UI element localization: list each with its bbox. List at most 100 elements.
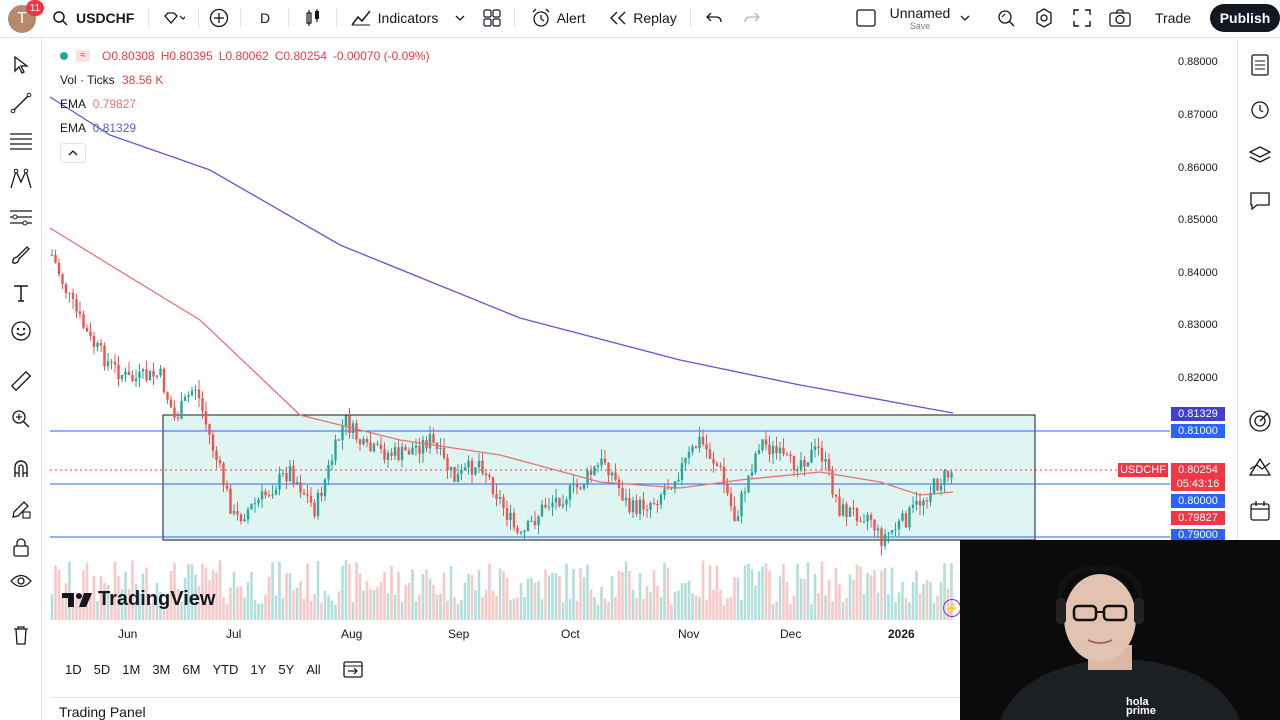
volume-bar bbox=[421, 573, 425, 620]
settings-button[interactable] bbox=[1030, 0, 1058, 36]
range-1m[interactable]: 1M bbox=[122, 661, 141, 677]
quick-search-button[interactable] bbox=[992, 0, 1020, 36]
volume-bar bbox=[537, 581, 540, 620]
calendar-button[interactable] bbox=[1245, 496, 1275, 526]
snapshot-button[interactable] bbox=[1106, 0, 1134, 36]
candle-body bbox=[285, 472, 288, 482]
stay-drawing-tool[interactable] bbox=[6, 494, 36, 524]
volume-bar bbox=[176, 588, 180, 620]
volume-bar bbox=[330, 600, 334, 620]
visibility-tool[interactable] bbox=[6, 566, 36, 596]
layout-name[interactable]: Unnamed Save bbox=[886, 0, 954, 36]
alerts-panel-button[interactable] bbox=[1245, 94, 1275, 124]
candle-body bbox=[792, 455, 796, 470]
compare-button[interactable] bbox=[154, 0, 194, 36]
volume-legend[interactable]: Vol · Ticks 38.56 K bbox=[60, 73, 163, 87]
cursor-tool[interactable] bbox=[6, 50, 36, 80]
tradingview-watermark[interactable]: TradingView bbox=[62, 588, 215, 611]
volume-bar bbox=[323, 591, 327, 620]
candle-body bbox=[701, 436, 705, 445]
trend-line-tool[interactable] bbox=[6, 88, 36, 118]
goto-date-button[interactable] bbox=[343, 660, 363, 678]
layouts-button[interactable] bbox=[478, 0, 506, 36]
volume-bar bbox=[568, 598, 572, 620]
text-tool[interactable] bbox=[6, 278, 36, 308]
volume-bar bbox=[204, 567, 208, 620]
ideas-button[interactable] bbox=[1245, 452, 1275, 482]
candle-body bbox=[918, 500, 922, 506]
volume-bar bbox=[414, 601, 418, 620]
trade-button[interactable]: Trade bbox=[1154, 10, 1192, 26]
ema-slow-legend[interactable]: EMA 0.81329 bbox=[60, 121, 136, 135]
measure-tool[interactable] bbox=[6, 366, 36, 396]
range-1d[interactable]: 1D bbox=[65, 661, 82, 677]
forecast-tool[interactable] bbox=[6, 202, 36, 232]
volume-bar bbox=[582, 577, 586, 620]
collapse-legend-button[interactable] bbox=[60, 143, 86, 163]
brush-tool[interactable] bbox=[6, 240, 36, 270]
volume-bar bbox=[768, 570, 771, 620]
symbol-search[interactable]: USDCHF bbox=[52, 0, 144, 36]
lightning-icon[interactable]: ⚡ bbox=[943, 599, 961, 617]
notification-badge: 11 bbox=[26, 0, 44, 16]
volume-bar bbox=[701, 560, 705, 620]
range-rectangle[interactable] bbox=[162, 414, 1036, 541]
publish-button[interactable]: Publish bbox=[1210, 4, 1280, 32]
layout-dropdown[interactable] bbox=[958, 0, 972, 36]
remove-drawings-tool[interactable] bbox=[6, 620, 36, 650]
candle-body bbox=[327, 464, 330, 480]
pattern-tool[interactable] bbox=[6, 164, 36, 194]
indicators-button[interactable]: Indicators bbox=[346, 0, 442, 36]
volume-bar bbox=[106, 585, 110, 620]
lock-tool[interactable] bbox=[6, 532, 36, 562]
fullscreen-button[interactable] bbox=[1068, 0, 1096, 36]
range-ytd[interactable]: YTD bbox=[212, 661, 239, 677]
range-5d[interactable]: 5D bbox=[93, 661, 111, 677]
emoji-tool[interactable] bbox=[6, 316, 36, 346]
object-tree-button[interactable] bbox=[1245, 140, 1275, 170]
zoom-tool[interactable] bbox=[6, 404, 36, 434]
rewind-icon bbox=[610, 11, 626, 25]
magnet-tool[interactable] bbox=[6, 454, 36, 484]
chats-button[interactable] bbox=[1245, 186, 1275, 216]
volume-bar bbox=[208, 580, 211, 620]
replay-button[interactable]: Replay bbox=[606, 0, 680, 36]
redo-button[interactable] bbox=[738, 0, 766, 36]
candle-body bbox=[110, 361, 113, 363]
volume-bar bbox=[859, 566, 862, 620]
volume-bar bbox=[778, 576, 782, 620]
volume-bar bbox=[876, 592, 880, 620]
volume-bar bbox=[372, 590, 376, 620]
range-6m[interactable]: 6M bbox=[182, 661, 201, 677]
candle-body bbox=[106, 361, 110, 367]
chart-type-button[interactable] bbox=[298, 0, 328, 36]
candle-body bbox=[75, 299, 78, 312]
time-tick: Nov bbox=[678, 627, 700, 641]
price-tick: 0.84000 bbox=[1178, 267, 1218, 279]
volume-bar bbox=[519, 583, 523, 620]
range-all[interactable]: All bbox=[306, 661, 321, 677]
add-symbol-button[interactable] bbox=[204, 0, 234, 36]
volume-bar bbox=[694, 595, 698, 620]
volume-bar bbox=[729, 596, 733, 620]
range-5y[interactable]: 5Y bbox=[278, 661, 295, 677]
candle-body bbox=[516, 527, 519, 533]
layout-checkbox[interactable] bbox=[852, 0, 880, 36]
ohlc-legend: ≈ O0.80308 H0.80395 L0.80062 C0.80254 -0… bbox=[60, 49, 430, 63]
alert-button[interactable]: Alert bbox=[526, 0, 590, 36]
candle-body bbox=[127, 371, 131, 376]
indicators-dropdown[interactable] bbox=[450, 0, 470, 36]
range-3m[interactable]: 3M bbox=[152, 661, 171, 677]
fib-tool[interactable] bbox=[6, 126, 36, 156]
watchlist-button[interactable] bbox=[1245, 50, 1275, 80]
range-1y[interactable]: 1Y bbox=[250, 661, 267, 677]
target-button[interactable] bbox=[1245, 406, 1275, 436]
candle-body bbox=[565, 499, 568, 505]
candle-body bbox=[820, 448, 824, 462]
trading-panel-tab[interactable]: Trading Panel bbox=[59, 704, 146, 720]
ema-fast-legend[interactable]: EMA 0.79827 bbox=[60, 97, 136, 111]
undo-button[interactable] bbox=[700, 0, 728, 36]
candle-body bbox=[281, 472, 285, 474]
interval-button[interactable]: D bbox=[259, 10, 271, 26]
